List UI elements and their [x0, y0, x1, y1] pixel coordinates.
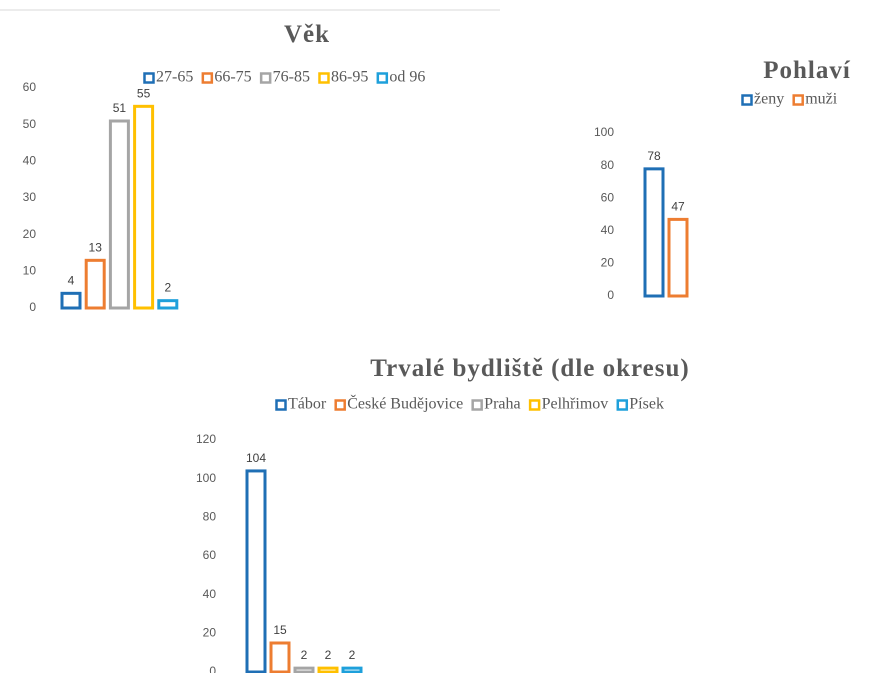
data-label: 2	[349, 648, 356, 662]
data-label: 55	[137, 86, 151, 100]
legend-label: 86-95	[331, 69, 368, 86]
y-tick-label: 40	[601, 223, 615, 237]
data-label: 4	[68, 273, 75, 287]
y-tick-label: 100	[594, 125, 614, 139]
legend-swatch	[792, 94, 804, 106]
legend-label: 76-85	[273, 69, 310, 86]
data-label: 2	[325, 648, 332, 662]
legend-swatch	[334, 399, 346, 411]
legend-label: Tábor	[288, 396, 327, 413]
bar	[667, 217, 689, 298]
y-tick-label: 80	[203, 510, 217, 524]
y-tick-label: 60	[601, 190, 615, 204]
bar	[157, 299, 179, 310]
y-tick-label: 60	[203, 548, 217, 562]
legend-label: od 96	[389, 69, 425, 86]
legend-label: ženy	[754, 91, 784, 108]
chart-title: Trvalé bydliště (dle okresu)	[370, 355, 689, 382]
y-tick-label: 10	[23, 264, 37, 278]
legend-label: 27-65	[156, 69, 193, 86]
legend-label: Pelhřimov	[542, 396, 609, 413]
y-tick-label: 60	[23, 80, 37, 94]
legend-swatch	[143, 72, 155, 84]
y-tick-label: 40	[23, 154, 37, 168]
bar	[293, 666, 315, 673]
bar	[133, 104, 155, 310]
y-tick-label: 20	[23, 227, 37, 241]
bar	[341, 666, 363, 673]
legend-label: České Budějovice	[347, 394, 463, 413]
y-tick-label: 30	[23, 190, 37, 204]
data-label: 13	[89, 240, 103, 254]
bar	[643, 167, 665, 298]
y-tick-label: 120	[196, 432, 216, 446]
legend-label: Písek	[629, 396, 664, 413]
bar	[317, 666, 339, 673]
y-tick-label: 20	[601, 256, 615, 270]
legend-label: Praha	[484, 396, 520, 413]
legend-swatch	[259, 72, 272, 84]
data-label: 2	[164, 281, 171, 295]
legend-swatch	[616, 399, 629, 411]
y-tick-label: 100	[196, 471, 216, 485]
data-label: 15	[273, 623, 287, 637]
legend-swatch	[376, 72, 389, 84]
legend-label: 66-75	[214, 69, 251, 86]
y-tick-label: 50	[23, 117, 37, 131]
bar	[108, 119, 130, 310]
y-tick-label: 0	[29, 300, 36, 314]
legend-swatch	[318, 72, 330, 84]
y-tick-label: 80	[601, 158, 615, 172]
data-label: 104	[246, 451, 266, 465]
chart-title: Věk	[284, 21, 330, 48]
y-tick-label: 20	[203, 626, 217, 640]
legend-swatch	[471, 399, 483, 411]
y-tick-label: 0	[209, 664, 216, 673]
bar	[245, 469, 267, 673]
legend-swatch	[275, 399, 287, 411]
y-tick-label: 0	[607, 288, 614, 302]
legend-label: muži	[805, 91, 838, 108]
bar	[269, 641, 291, 673]
data-label: 47	[671, 199, 685, 213]
legend-swatch	[741, 94, 753, 106]
data-label: 51	[113, 101, 127, 115]
data-label: 2	[301, 648, 308, 662]
bar	[60, 291, 82, 310]
y-tick-label: 40	[203, 587, 217, 601]
data-label: 78	[647, 149, 661, 163]
bar	[84, 258, 106, 310]
legend-swatch	[528, 399, 541, 411]
legend-swatch	[201, 72, 214, 84]
chart-title: Pohlaví	[763, 57, 851, 84]
